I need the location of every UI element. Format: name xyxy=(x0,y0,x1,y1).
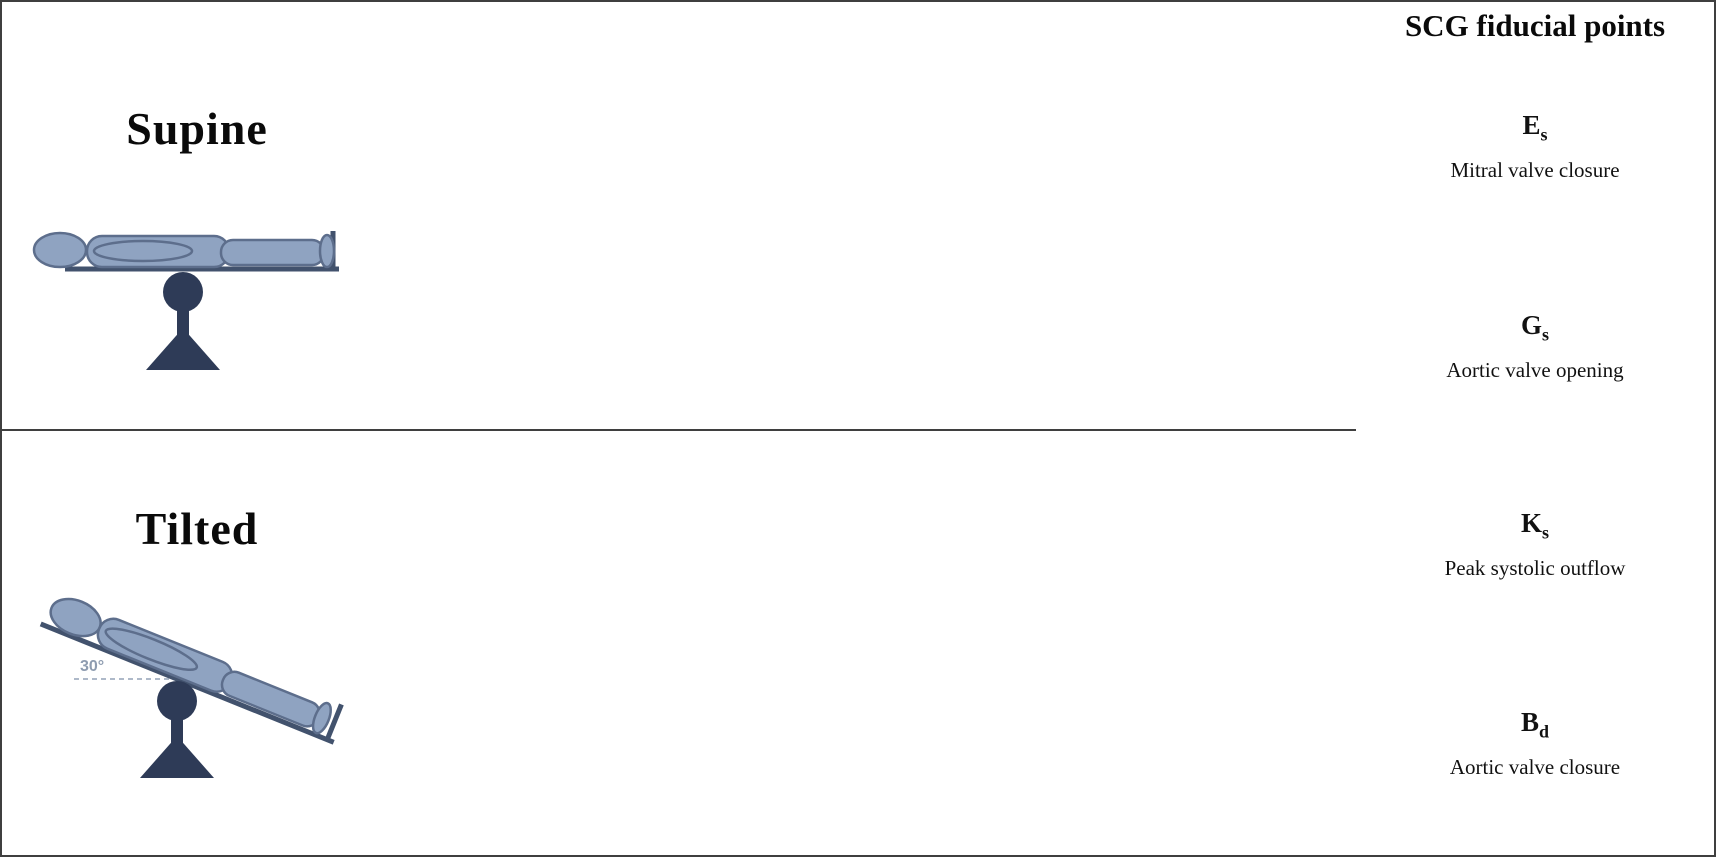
fiducial-description: Aortic valve closure xyxy=(1449,755,1621,780)
patient-figure-tilted xyxy=(49,597,332,735)
right-panel-title: SCG fiducial points xyxy=(1404,8,1666,43)
fiducial-symbol: Ks xyxy=(1520,508,1550,543)
fiducial-subscript: s xyxy=(1542,522,1550,543)
chart-supine xyxy=(382,10,1356,430)
right-panel: SCG fiducial points Es Mitral valve clos… xyxy=(1356,2,1714,855)
fiducial-subscript: s xyxy=(1542,324,1550,345)
patient-figure xyxy=(32,231,336,269)
fiducial-entry-ks: Ks Peak systolic outflow xyxy=(1356,508,1714,583)
supine-label: Supine xyxy=(126,103,268,154)
fiducial-description: Mitral valve closure xyxy=(1450,158,1620,183)
row-divider xyxy=(2,429,1356,431)
fiducial-entry-gs: Gs Aortic valve opening xyxy=(1356,310,1714,385)
fiducial-entry-bd: Bd Aortic valve closure xyxy=(1356,707,1714,782)
tilted-label: Tilted xyxy=(135,503,259,554)
fiducial-description: Peak systolic outflow xyxy=(1444,556,1626,581)
fiducial-subscript: d xyxy=(1539,721,1550,742)
tilt-table-tilted xyxy=(39,621,344,745)
tilt-angle-label: 30° xyxy=(80,658,104,675)
pedestal-icon-tilted xyxy=(140,681,214,778)
fiducial-subscript: s xyxy=(1540,124,1548,145)
fiducial-symbol: Gs xyxy=(1520,310,1550,345)
fiducial-symbol: Bd xyxy=(1520,707,1550,742)
pedestal-icon xyxy=(146,272,220,370)
supine-illustration xyxy=(32,231,339,370)
fiducial-description: Aortic valve opening xyxy=(1446,358,1624,383)
footboard-tilted xyxy=(324,703,344,742)
tilted-illustration: 30° xyxy=(39,597,344,778)
chart-tilted xyxy=(382,438,1356,855)
fiducial-symbol: Es xyxy=(1522,110,1548,145)
fiducial-entry-es: Es Mitral valve closure xyxy=(1356,110,1714,185)
